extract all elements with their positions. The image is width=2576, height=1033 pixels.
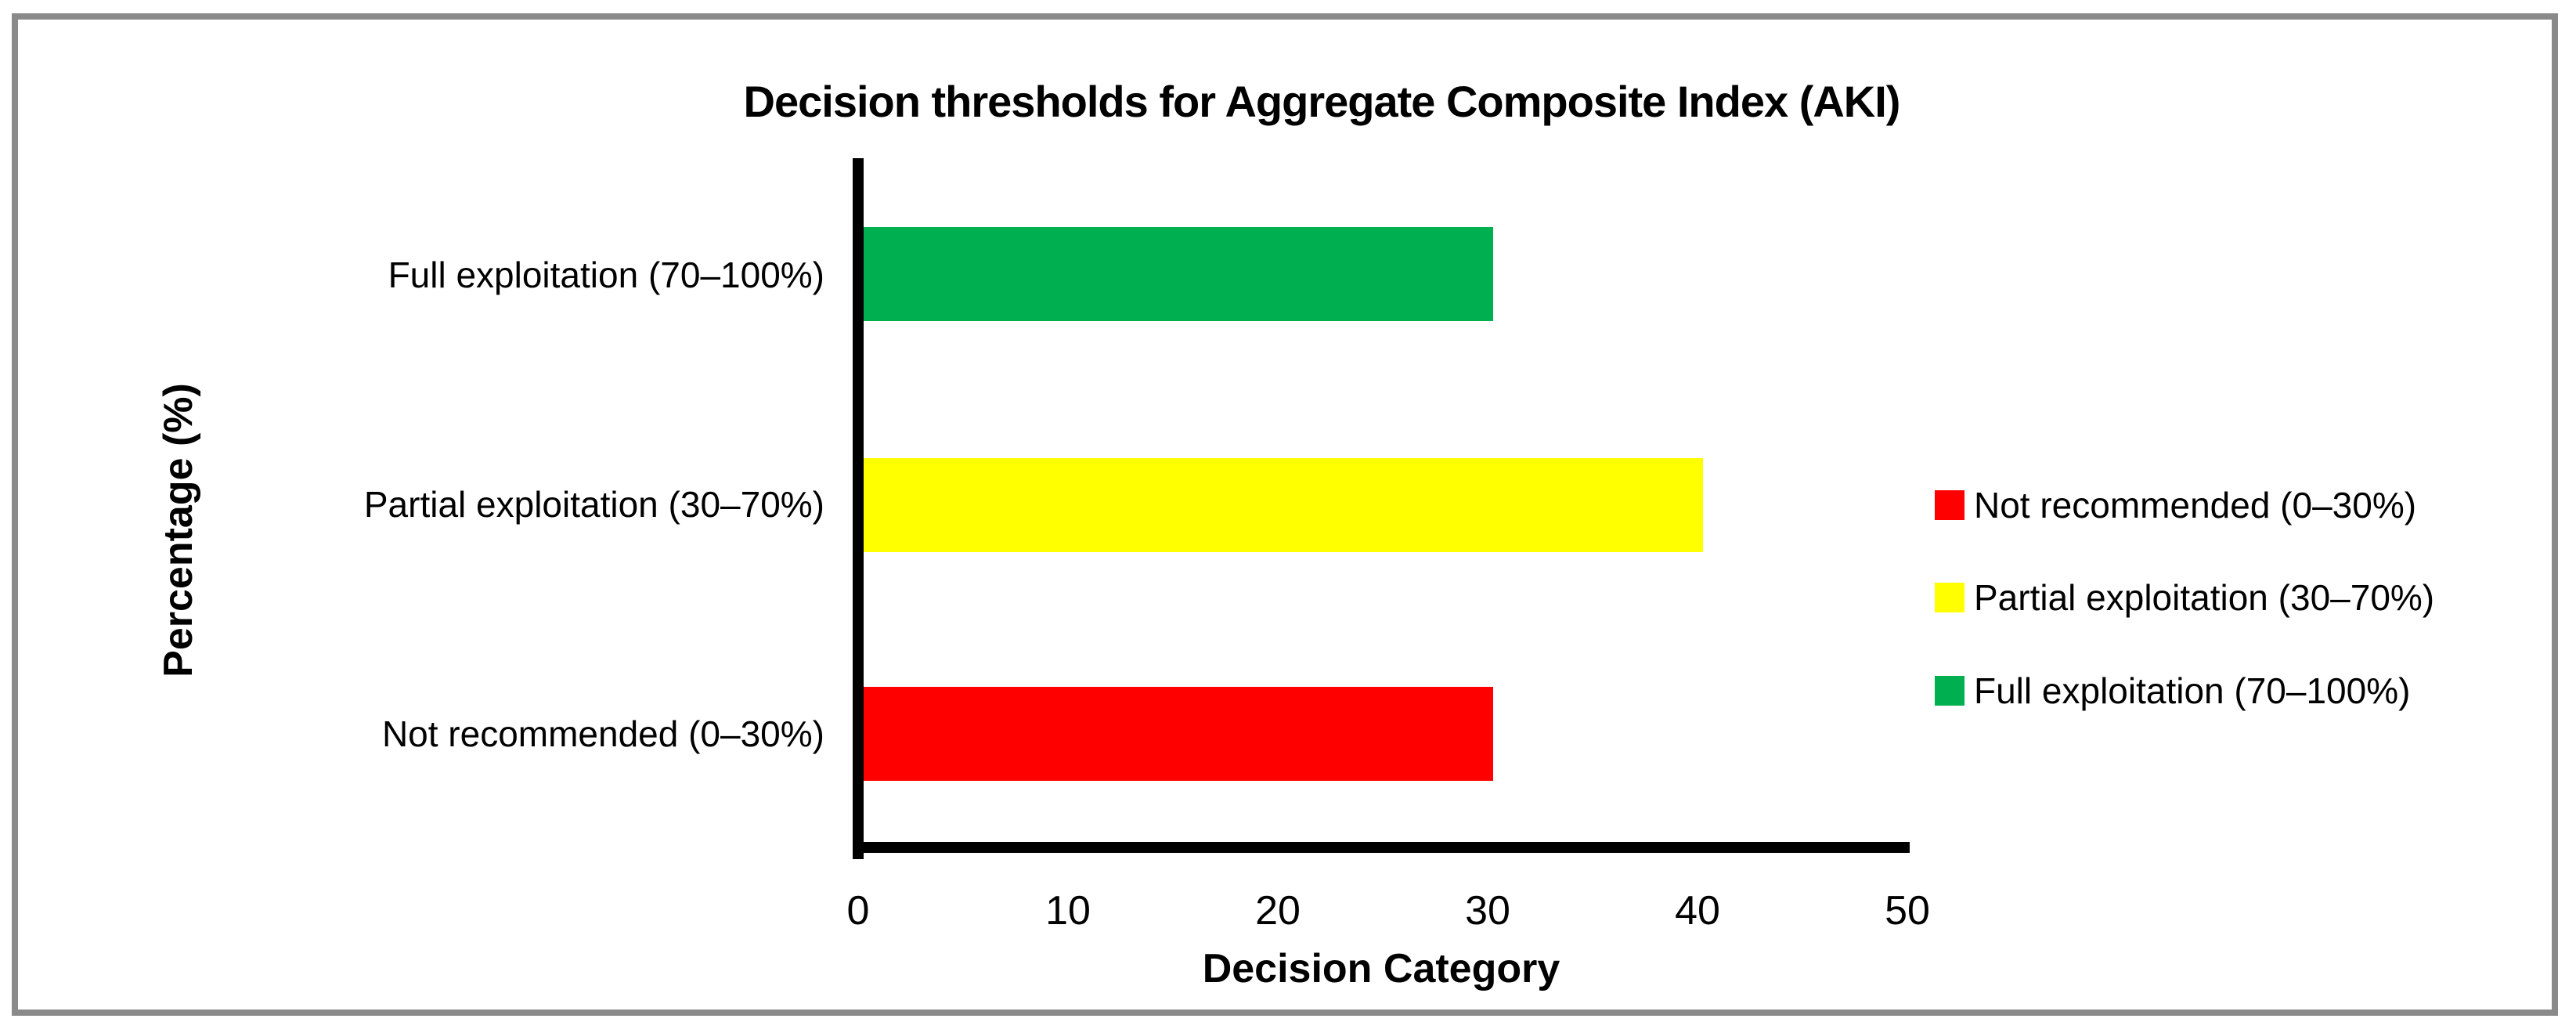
legend-swatch-yellow <box>1935 583 1964 612</box>
bar-partial-exploitation <box>864 458 1703 552</box>
x-tick-label: 50 <box>1885 888 1930 934</box>
bar-full-exploitation <box>864 227 1493 321</box>
x-tick-label: 0 <box>846 888 870 934</box>
legend-swatch-green <box>1935 676 1964 706</box>
legend-label: Full exploitation (70–100%) <box>1974 670 2411 711</box>
category-label-not-recommended: Not recommended (0–30%) <box>381 713 824 754</box>
legend-swatch-red <box>1935 490 1964 520</box>
x-tick-label: 20 <box>1255 888 1301 934</box>
legend-item-partial-exploitation: Partial exploitation (30–70%) <box>1935 576 2434 619</box>
y-axis-title: Percentage (%) <box>156 383 201 677</box>
figure-border-frame: Decision thresholds for Aggregate Compos… <box>12 13 2558 1016</box>
legend-label: Not recommended (0–30%) <box>1974 485 2417 526</box>
x-axis-line <box>853 842 1910 853</box>
chart-title: Decision thresholds for Aggregate Compos… <box>743 77 1901 126</box>
bar-not-recommended <box>864 687 1493 781</box>
legend-item-full-exploitation: Full exploitation (70–100%) <box>1935 670 2410 712</box>
category-label-full-exploitation: Full exploitation (70–100%) <box>388 255 824 295</box>
y-axis-line <box>853 158 864 859</box>
category-label-partial-exploitation: Partial exploitation (30–70%) <box>363 484 824 525</box>
x-tick-label: 30 <box>1465 888 1510 934</box>
legend-label: Partial exploitation (30–70%) <box>1974 577 2435 618</box>
x-tick-label: 40 <box>1675 888 1720 934</box>
x-axis-title: Decision Category <box>1202 946 1560 991</box>
x-tick-label: 10 <box>1045 888 1091 934</box>
legend-item-not-recommended: Not recommended (0–30%) <box>1935 484 2416 526</box>
